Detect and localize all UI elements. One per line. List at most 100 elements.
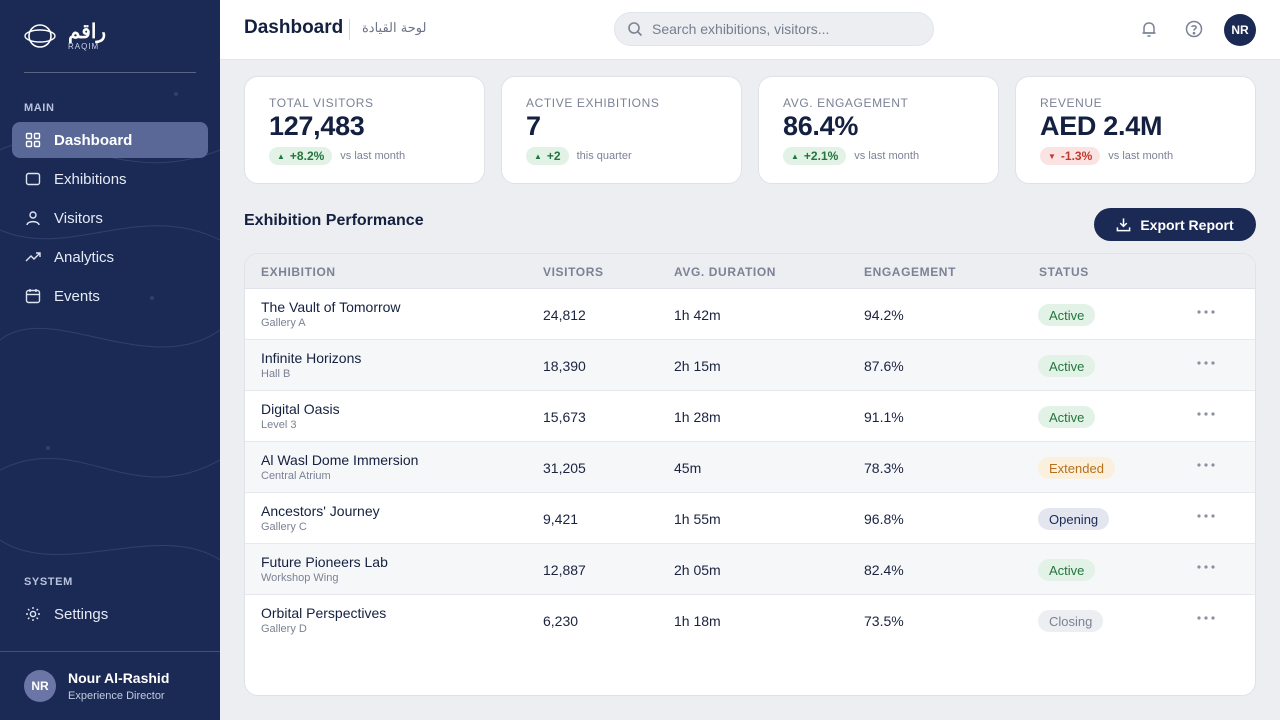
- sidebar-item-label: Exhibitions: [54, 170, 127, 188]
- exhibition-location: Gallery D: [261, 623, 307, 635]
- kpi-delta-value: +8.2%: [289, 149, 325, 163]
- export-report-label: Export Report: [1140, 216, 1234, 233]
- sidebar-item-settings[interactable]: Settings: [12, 596, 208, 632]
- more-options-icon[interactable]: [1194, 455, 1218, 475]
- top-header: Dashboard لوحة القيادة NR: [220, 0, 1280, 60]
- nav-section-main: MAIN: [24, 102, 55, 114]
- user-role: Experience Director: [68, 690, 165, 702]
- sidebar-item-analytics[interactable]: Analytics: [12, 239, 208, 275]
- visitors-count: 9,421: [543, 511, 579, 527]
- sidebar-item-dashboard[interactable]: Dashboard: [12, 122, 208, 158]
- kpi-value: 127,483: [269, 111, 365, 141]
- status-badge: Active: [1038, 355, 1096, 377]
- more-options-icon[interactable]: [1194, 506, 1218, 526]
- column-header-exhibition[interactable]: Exhibition: [261, 265, 336, 279]
- table-row[interactable]: Al Wasl Dome Immersion Central Atrium 31…: [245, 442, 1255, 493]
- more-options-icon[interactable]: [1194, 557, 1218, 577]
- kpi-delta-note: this quarter: [576, 150, 632, 162]
- kpi-label: Total Visitors: [269, 96, 374, 110]
- sidebar-item-label: Settings: [54, 605, 109, 623]
- sidebar-item-exhibitions[interactable]: Exhibitions: [12, 161, 208, 197]
- search-input[interactable]: [652, 21, 922, 37]
- sidebar-item-label: Visitors: [54, 209, 103, 227]
- kpi-delta-value: -1.3%: [1060, 149, 1093, 163]
- current-user[interactable]: NR Nour Al-Rashid Experience Director: [0, 651, 220, 720]
- table-row[interactable]: The Vault of Tomorrow Gallery A 24,812 1…: [245, 289, 1255, 340]
- kpi-delta-value: +2: [546, 149, 561, 163]
- exhibition-table: Exhibition Visitors Avg. Duration Engage…: [244, 253, 1256, 696]
- bell-icon[interactable]: [1140, 20, 1158, 38]
- avg-duration: 45m: [674, 460, 702, 476]
- kpi-delta-value: +2.1%: [803, 149, 839, 163]
- engagement-rate: 94.2%: [864, 307, 904, 323]
- exhibition-name: Digital Oasis: [261, 401, 340, 417]
- sidebar-item-label: Analytics: [54, 248, 115, 266]
- exhibition-location: Gallery A: [261, 317, 306, 329]
- engagement-rate: 82.4%: [864, 562, 904, 578]
- table-row[interactable]: Future Pioneers Lab Workshop Wing 12,887…: [245, 544, 1255, 595]
- engagement-rate: 78.3%: [864, 460, 904, 476]
- exhibition-location: Hall B: [261, 368, 291, 380]
- trend-icon: [25, 249, 41, 265]
- more-options-icon[interactable]: [1194, 608, 1218, 628]
- exhibition-location: Central Atrium: [261, 470, 331, 482]
- arrow-up-icon: ▲: [791, 151, 799, 161]
- exhibition-location: Gallery C: [261, 521, 307, 533]
- sidebar-item-events[interactable]: Events: [12, 278, 208, 314]
- kpi-label: Avg. Engagement: [783, 96, 909, 110]
- table-row[interactable]: Infinite Horizons Hall B 18,390 2h 15m 8…: [245, 340, 1255, 391]
- column-header-engagement[interactable]: Engagement: [864, 265, 957, 279]
- brand[interactable]: راقم RAQIM: [24, 20, 106, 52]
- exhibition-name: Ancestors' Journey: [261, 503, 380, 519]
- column-header-visitors[interactable]: Visitors: [543, 265, 604, 279]
- kpi-delta-note: vs last month: [340, 150, 406, 162]
- header-avatar[interactable]: NR: [1224, 14, 1256, 46]
- brand-divider: [24, 72, 196, 73]
- brand-orbit-icon: [24, 24, 56, 48]
- status-badge: Extended: [1038, 457, 1115, 479]
- kpi-card-revenue: Revenue AED 2.4M ▼ -1.3% vs last month: [1015, 76, 1256, 184]
- kpi-card-active-exhibitions: Active Exhibitions 7 ▲ +2 this quarter: [501, 76, 742, 184]
- download-icon: [1116, 218, 1131, 232]
- brand-name-english: RAQIM: [68, 42, 100, 51]
- avg-duration: 1h 42m: [674, 307, 721, 323]
- page-title: Dashboard: [244, 17, 344, 38]
- search-bar[interactable]: [614, 12, 934, 46]
- avg-duration: 2h 15m: [674, 358, 721, 374]
- sidebar-item-label: Dashboard: [54, 131, 133, 149]
- kpi-delta-badge: ▲ +8.2%: [269, 147, 333, 165]
- column-header-status[interactable]: Status: [1039, 265, 1089, 279]
- exhibition-name: Orbital Perspectives: [261, 605, 387, 621]
- kpi-card-avg-engagement: Avg. Engagement 86.4% ▲ +2.1% vs last mon…: [758, 76, 999, 184]
- kpi-value: 86.4%: [783, 111, 859, 141]
- visitors-count: 12,887: [543, 562, 586, 578]
- more-options-icon[interactable]: [1194, 404, 1218, 424]
- table-row[interactable]: Ancestors' Journey Gallery C 9,421 1h 55…: [245, 493, 1255, 544]
- engagement-rate: 87.6%: [864, 358, 904, 374]
- table-row[interactable]: Digital Oasis Level 3 15,673 1h 28m 91.1…: [245, 391, 1255, 442]
- visitors-count: 15,673: [543, 409, 586, 425]
- title-divider: [349, 19, 350, 40]
- visitors-count: 31,205: [543, 460, 586, 476]
- sidebar-wave-decoration: [0, 92, 220, 561]
- sidebar-item-visitors[interactable]: Visitors: [12, 200, 208, 236]
- exhibition-name: The Vault of Tomorrow: [261, 299, 401, 315]
- kpi-delta-badge: ▼ -1.3%: [1040, 147, 1101, 165]
- table-row[interactable]: Orbital Perspectives Gallery D 6,230 1h …: [245, 595, 1255, 646]
- column-header-avg-duration[interactable]: Avg. Duration: [674, 265, 777, 279]
- sidebar: راقم RAQIM MAIN Dashboard Exhibitions Vi…: [0, 0, 220, 720]
- kpi-label: Active Exhibitions: [526, 96, 660, 110]
- more-options-icon[interactable]: [1194, 302, 1218, 322]
- kpi-delta-badge: ▲ +2.1%: [783, 147, 847, 165]
- exhibition-name: Future Pioneers Lab: [261, 554, 388, 570]
- status-badge: Active: [1038, 559, 1096, 581]
- exhibition-location: Level 3: [261, 419, 297, 431]
- status-badge: Active: [1038, 304, 1096, 326]
- engagement-rate: 73.5%: [864, 613, 904, 629]
- help-icon[interactable]: [1185, 20, 1203, 38]
- kpi-delta-note: vs last month: [1108, 150, 1174, 162]
- export-report-button[interactable]: Export Report: [1094, 208, 1256, 241]
- kpi-value: 7: [526, 111, 541, 141]
- more-options-icon[interactable]: [1194, 353, 1218, 373]
- avg-duration: 2h 05m: [674, 562, 721, 578]
